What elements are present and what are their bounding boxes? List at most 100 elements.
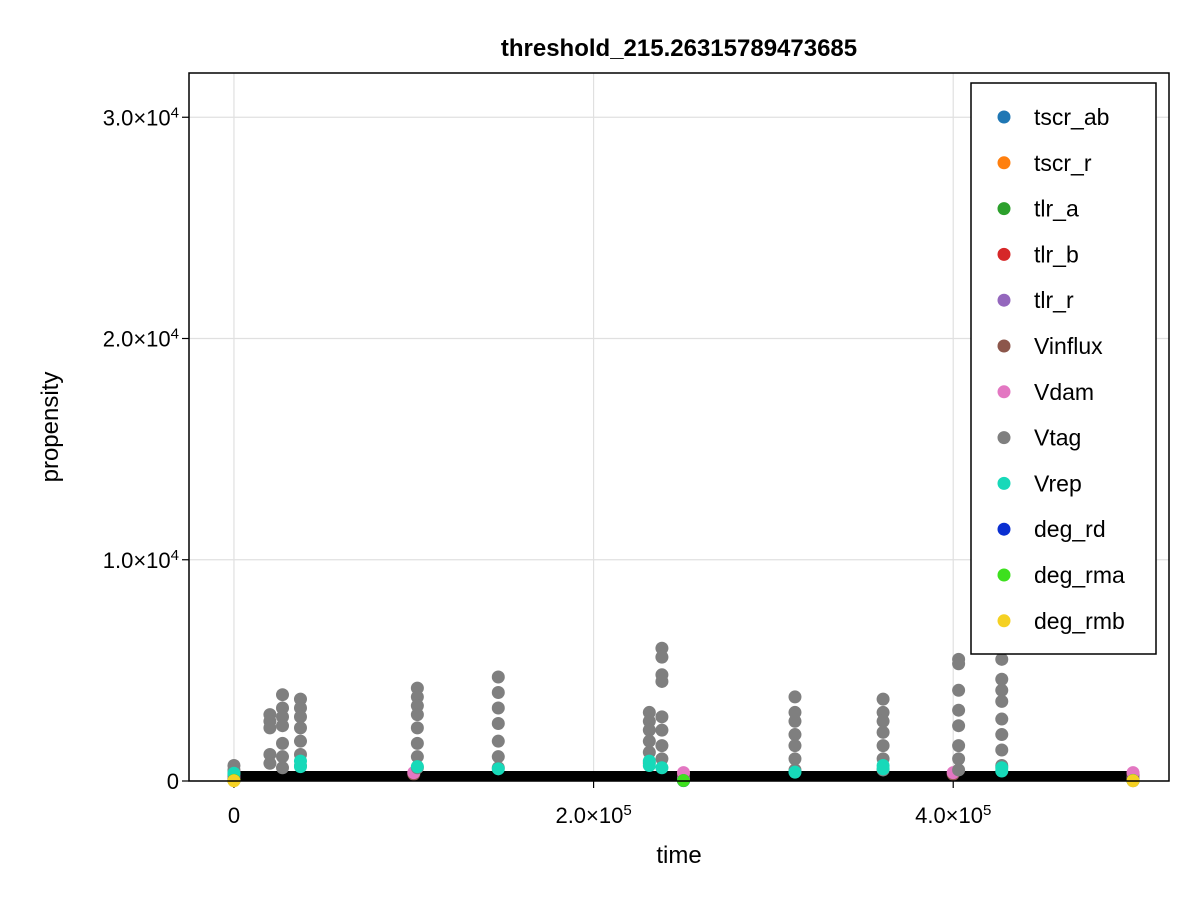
legend-item-deg_rd: deg_rd: [997, 516, 1106, 542]
legend-marker: [997, 110, 1011, 124]
legend-label: Vinflux: [1034, 333, 1103, 359]
legend-label: Vtag: [1034, 425, 1081, 451]
legend-item-Vtag: Vtag: [997, 425, 1081, 451]
point-Vtag: [788, 752, 802, 766]
point-Vtag: [655, 723, 669, 737]
point-Vtag: [995, 743, 1009, 757]
legend-items: tscr_ab tscr_r tlr_a tlr_b tlr_r Vinflux Vdam V…: [997, 104, 1125, 634]
plot-frame: [188, 72, 1170, 782]
legend-item-tscr_ab: tscr_ab: [997, 104, 1109, 130]
point-Vtag: [491, 734, 505, 748]
x-tick-label: 0: [228, 803, 240, 828]
x-tick-label: 4.0×105: [915, 802, 991, 829]
point-Vtag: [491, 750, 505, 764]
point-Vtag: [642, 734, 656, 748]
point-Vtag: [952, 657, 966, 671]
point-Vtag: [952, 763, 966, 777]
point-Vtag: [995, 683, 1009, 697]
legend-item-Vdam: Vdam: [997, 379, 1094, 405]
point-Vtag: [491, 670, 505, 684]
point-Vtag: [293, 734, 307, 748]
point-Vtag: [995, 672, 1009, 686]
point-Vtag: [952, 752, 966, 766]
legend-item-Vrep: Vrep: [997, 470, 1082, 496]
legend-label: tlr_r: [1034, 287, 1074, 313]
point-Vtag: [263, 721, 277, 735]
point-Vtag: [995, 712, 1009, 726]
series-Vrep: [227, 754, 1009, 780]
y-tick-label: 2.0×104: [103, 325, 179, 352]
legend-marker: [997, 431, 1011, 445]
legend-label: deg_rmb: [1034, 608, 1125, 634]
point-Vtag: [952, 739, 966, 753]
chart-title: threshold_215.26315789473685: [501, 35, 857, 62]
legend-item-deg_rmb: deg_rmb: [997, 608, 1125, 634]
point-Vtag: [995, 652, 1009, 666]
legend-label: tlr_a: [1034, 196, 1079, 222]
point-Vtag: [276, 761, 290, 775]
point-Vtag: [410, 736, 424, 750]
point-Vtag: [655, 739, 669, 753]
point-Vtag: [655, 650, 669, 664]
point-Vrep: [293, 760, 307, 774]
legend-item-tlr_b: tlr_b: [997, 241, 1079, 267]
point-Vtag: [276, 736, 290, 750]
point-Vtag: [655, 674, 669, 688]
legend-item-tscr_r: tscr_r: [997, 150, 1092, 176]
y-tick-label: 1.0×104: [103, 546, 179, 573]
point-Vtag: [952, 703, 966, 717]
legend-marker: [997, 476, 1011, 490]
legend-marker: [997, 522, 1011, 536]
point-Vrep: [788, 765, 802, 779]
point-Vtag: [410, 721, 424, 735]
point-Vtag: [276, 719, 290, 733]
point-Vtag: [293, 710, 307, 724]
point-Vtag: [293, 721, 307, 735]
legend-label: tscr_ab: [1034, 104, 1109, 130]
point-Vrep: [655, 761, 669, 775]
point-Vtag: [491, 716, 505, 730]
point-Vtag: [952, 683, 966, 697]
points-layer: [227, 641, 1140, 788]
legend-marker: [997, 202, 1011, 216]
point-Vrep: [410, 760, 424, 774]
point-Vrep: [642, 759, 656, 773]
legend-label: deg_rma: [1034, 562, 1125, 588]
point-Vrep: [491, 762, 505, 776]
point-Vtag: [491, 701, 505, 715]
legend-item-deg_rma: deg_rma: [997, 562, 1125, 588]
legend-label: tlr_b: [1034, 241, 1079, 267]
x-tick-label: 2.0×105: [555, 802, 631, 829]
point-Vtag: [642, 723, 656, 737]
point-Vtag: [410, 708, 424, 722]
point-Vtag: [276, 750, 290, 764]
legend-marker: [997, 385, 1011, 399]
legend-marker: [997, 156, 1011, 170]
tick-layer: 0 1.0×104 2.0×104 3.0×104 0 2.0×105 4.0×105: [103, 104, 992, 828]
point-Vtag: [410, 750, 424, 764]
legend-label: Vdam: [1034, 379, 1094, 405]
y-axis-label: propensity: [37, 372, 64, 483]
legend-marker: [997, 614, 1011, 628]
y-tick-label: 0: [167, 769, 179, 794]
point-Vtag: [876, 739, 890, 753]
legend-marker: [997, 339, 1011, 353]
point-Vtag: [952, 719, 966, 733]
point-Vtag: [276, 688, 290, 702]
point-Vtag: [788, 714, 802, 728]
legend: tscr_ab tscr_r tlr_a tlr_b tlr_r Vinflux Vdam V…: [970, 82, 1157, 655]
point-Vtag: [263, 756, 277, 770]
legend-label: Vrep: [1034, 470, 1082, 496]
legend-marker: [997, 293, 1011, 307]
legend-box: [970, 82, 1157, 655]
legend-marker: [997, 568, 1011, 582]
legend-label: tscr_r: [1034, 150, 1092, 176]
point-Vtag: [876, 692, 890, 706]
point-Vtag: [876, 714, 890, 728]
point-Vtag: [655, 710, 669, 724]
point-Vrep: [995, 764, 1009, 778]
legend-item-tlr_a: tlr_a: [997, 196, 1079, 222]
legend-item-tlr_r: tlr_r: [997, 287, 1074, 313]
point-Vtag: [995, 694, 1009, 708]
